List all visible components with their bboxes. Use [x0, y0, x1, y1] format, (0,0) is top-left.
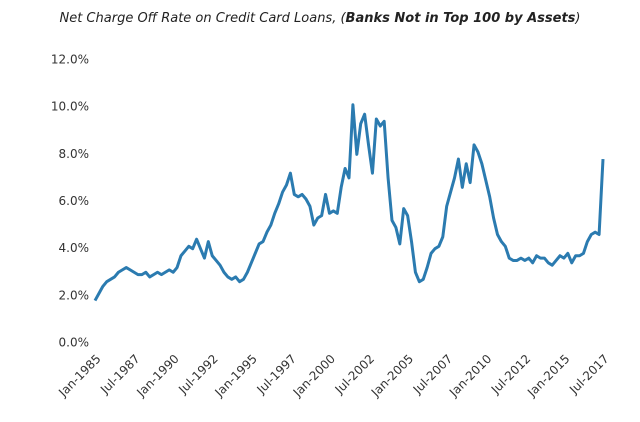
x-tick-label: Jul-2017 — [566, 352, 612, 398]
x-tick-label: Jan-1995 — [212, 352, 260, 400]
y-tick-label: 12.0% — [51, 53, 89, 67]
y-tick-label: 8.0% — [59, 147, 90, 161]
data-line — [93, 103, 605, 302]
title-part: ) — [574, 11, 580, 26]
x-tick-label: Jan-1990 — [133, 352, 181, 400]
x-tick-label: Jan-2010 — [446, 352, 494, 400]
y-tick-label: 0.0% — [59, 336, 90, 350]
x-tick-label: Jan-2015 — [524, 352, 572, 400]
y-tick-label: 6.0% — [59, 194, 90, 208]
title-part: Banks Not in Top 100 by Assets — [346, 11, 576, 26]
title-part: Net Charge Off Rate on Credit Card Loans… — [59, 11, 346, 26]
x-tick-label: Jan-2005 — [368, 352, 416, 400]
y-tick-label: 4.0% — [59, 241, 90, 255]
chart-title: Net Charge Off Rate on Credit Card Loans… — [59, 11, 580, 26]
y-tick-label: 2.0% — [59, 288, 90, 302]
x-tick-label: Jan-1985 — [55, 352, 103, 400]
x-tick-label: Jan-2000 — [290, 352, 338, 400]
y-tick-label: 10.0% — [51, 100, 89, 114]
